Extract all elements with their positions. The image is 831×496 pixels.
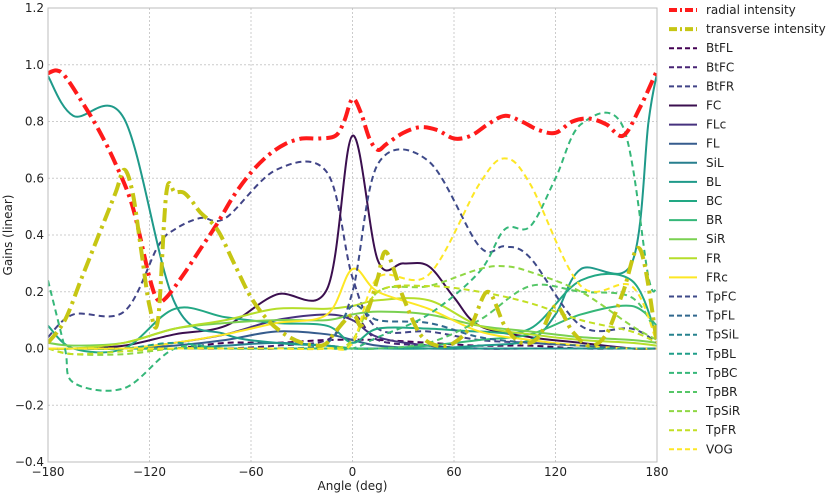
legend: radial intensity transverse intensity BtFL…: [669, 3, 826, 456]
legend-label: BR: [706, 213, 723, 227]
y-axis: −0.4 −0.2 0.0 0.2 0.4 0.6 0.8 1.0 1.2: [15, 1, 44, 469]
legend-label: BL: [706, 175, 721, 189]
legend-label: transverse intensity: [706, 22, 826, 36]
series-line-radial-intensity: [48, 68, 657, 304]
legend-label: FC: [706, 99, 721, 113]
legend-label: TpFC: [705, 290, 736, 304]
series-layer: [48, 68, 657, 392]
x-tick-label: 120: [544, 465, 567, 479]
series-line-tpbc: [48, 111, 657, 392]
x-tick-label: 60: [446, 465, 461, 479]
y-tick-label: −0.2: [15, 398, 44, 412]
series-line-vog: [48, 157, 657, 351]
y-axis-label: Gains (linear): [1, 195, 15, 276]
x-axis-label: Angle (deg): [318, 479, 388, 493]
legend-label: FR: [706, 251, 721, 265]
legend-label: SiL: [706, 156, 724, 170]
legend-label: TpSiR: [705, 404, 740, 418]
y-tick-label: 0.6: [25, 171, 44, 185]
x-tick-label: −60: [238, 465, 263, 479]
x-tick-label: −180: [32, 465, 65, 479]
legend-label: BC: [706, 194, 722, 208]
y-tick-label: 0.8: [25, 115, 44, 129]
x-tick-label: −120: [133, 465, 166, 479]
plot-frame: [47, 7, 658, 463]
legend-label: TpBR: [705, 385, 738, 399]
legend-label: BtFR: [706, 79, 734, 93]
legend-label: radial intensity: [706, 3, 796, 17]
x-axis: −180 −120 −60 0 60 120 180: [32, 465, 669, 479]
legend-label: TpBC: [705, 366, 737, 380]
y-tick-label: 1.2: [25, 1, 44, 15]
y-tick-label: 0.2: [25, 285, 44, 299]
legend-label: FLc: [706, 118, 726, 132]
x-tick-label: 0: [349, 465, 357, 479]
y-tick-label: 1.0: [25, 58, 44, 72]
y-tick-label: 0.4: [25, 228, 44, 242]
legend-label: TpBL: [705, 347, 736, 361]
legend-label: SiR: [706, 232, 725, 246]
y-tick-label: 0.0: [25, 342, 44, 356]
legend-label: TpFR: [705, 423, 736, 437]
series-line-btfr: [48, 160, 657, 350]
series-line-bc: [48, 272, 657, 354]
x-tick-label: 180: [646, 465, 669, 479]
legend-label: TpFL: [705, 309, 735, 323]
y-tick-label: −0.4: [15, 455, 44, 469]
legend-label: BtFL: [706, 41, 733, 55]
legend-label: TpSiL: [705, 328, 739, 342]
legend-label: FRc: [706, 270, 728, 284]
legend-label: FL: [706, 137, 720, 151]
legend-label: VOG: [706, 442, 733, 456]
series-line-transverse-intensity: [48, 167, 657, 349]
legend-label: BtFC: [706, 60, 734, 74]
series-line-tpfr: [48, 284, 657, 356]
